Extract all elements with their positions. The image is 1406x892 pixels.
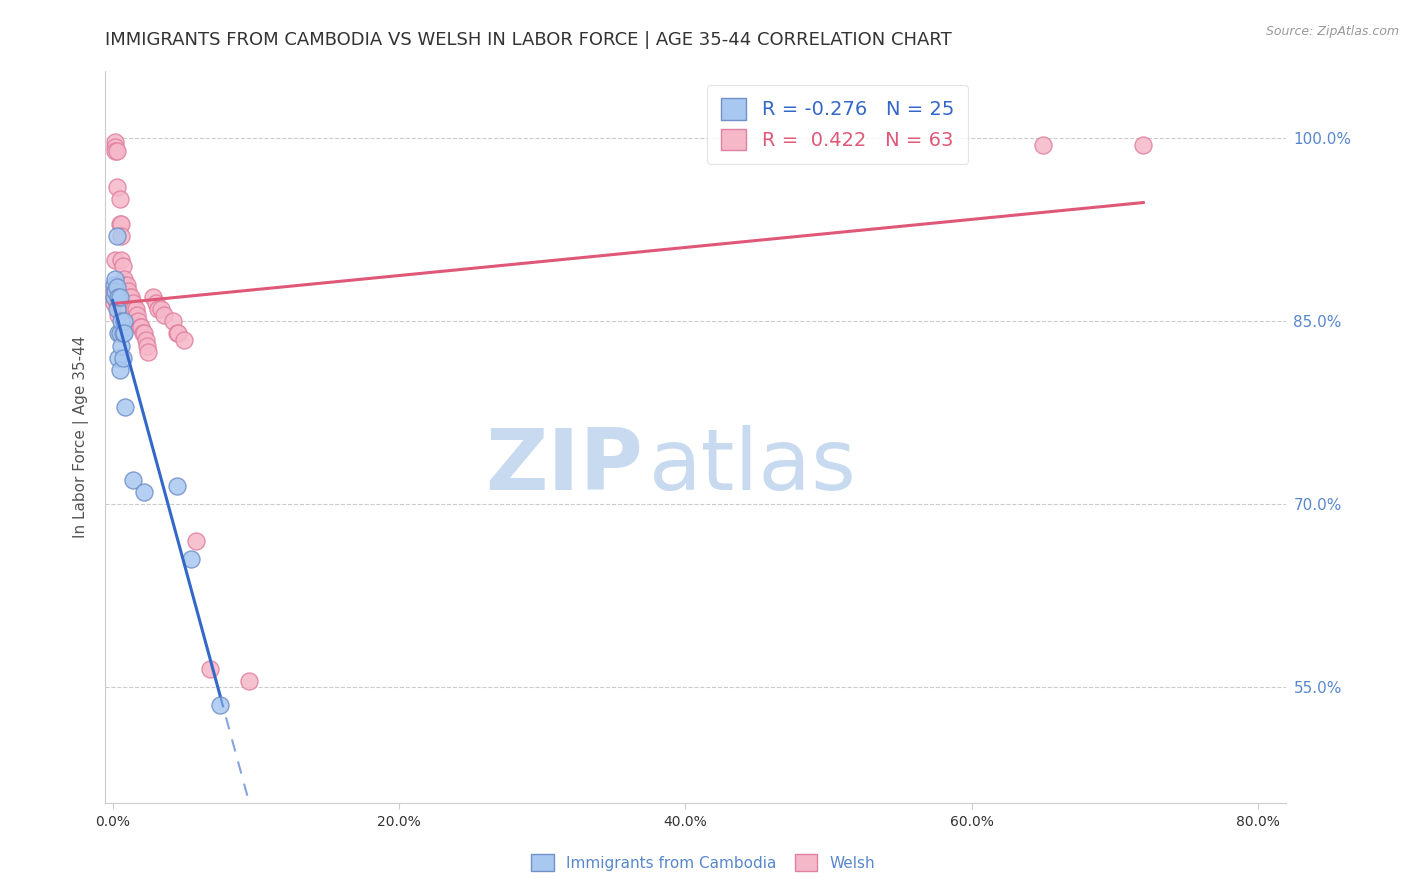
Point	[108, 290, 131, 304]
Point	[153, 308, 176, 322]
Point	[184, 533, 207, 548]
Point	[104, 140, 127, 154]
Point	[122, 301, 145, 317]
Point	[107, 308, 129, 322]
Point	[125, 308, 148, 322]
Point	[167, 326, 190, 341]
Point	[103, 296, 125, 310]
Point	[108, 301, 131, 317]
Point	[110, 228, 132, 243]
Point	[208, 698, 231, 713]
Point	[110, 217, 132, 231]
Point	[108, 363, 131, 377]
Point	[111, 296, 134, 310]
Point	[142, 290, 165, 304]
Point	[121, 296, 143, 310]
Point	[107, 326, 129, 341]
Point	[124, 301, 146, 317]
Point	[162, 314, 184, 328]
Point	[111, 326, 134, 341]
Point	[131, 326, 153, 341]
Point	[104, 135, 127, 149]
Point	[104, 284, 127, 298]
Point	[148, 301, 170, 317]
Point	[105, 284, 128, 298]
Y-axis label: In Labor Force | Age 35-44: In Labor Force | Age 35-44	[73, 336, 90, 538]
Point	[120, 290, 142, 304]
Point	[112, 314, 135, 328]
Point	[114, 400, 136, 414]
Text: Source: ZipAtlas.com: Source: ZipAtlas.com	[1265, 25, 1399, 38]
Point	[105, 144, 128, 158]
Point	[1132, 137, 1154, 152]
Point	[107, 290, 129, 304]
Point	[103, 290, 125, 304]
Point	[105, 296, 128, 310]
Point	[103, 290, 125, 304]
Point	[115, 277, 138, 292]
Point	[1032, 137, 1054, 152]
Point	[138, 344, 160, 359]
Point	[107, 284, 129, 298]
Point	[107, 277, 129, 292]
Point	[104, 271, 127, 285]
Point	[166, 479, 188, 493]
Point	[115, 301, 138, 317]
Point	[145, 296, 167, 310]
Point	[110, 314, 132, 328]
Point	[117, 301, 139, 317]
Point	[105, 180, 128, 194]
Point	[110, 284, 132, 298]
Point	[103, 277, 125, 292]
Point	[105, 280, 128, 294]
Point	[105, 301, 128, 317]
Text: ZIP: ZIP	[485, 425, 643, 508]
Point	[107, 290, 129, 304]
Point	[132, 485, 155, 500]
Legend: R = -0.276   N = 25, R =  0.422   N = 63: R = -0.276 N = 25, R = 0.422 N = 63	[707, 85, 967, 164]
Point	[108, 217, 131, 231]
Legend: Immigrants from Cambodia, Welsh: Immigrants from Cambodia, Welsh	[524, 848, 882, 877]
Point	[111, 277, 134, 292]
Point	[118, 290, 141, 304]
Point	[173, 333, 195, 347]
Point	[111, 351, 134, 365]
Point	[112, 326, 135, 341]
Point	[104, 144, 127, 158]
Point	[238, 673, 260, 688]
Point	[112, 301, 135, 317]
Point	[136, 339, 159, 353]
Point	[108, 284, 131, 298]
Text: atlas: atlas	[648, 425, 856, 508]
Text: IMMIGRANTS FROM CAMBODIA VS WELSH IN LABOR FORCE | AGE 35-44 CORRELATION CHART: IMMIGRANTS FROM CAMBODIA VS WELSH IN LAB…	[105, 31, 952, 49]
Point	[112, 284, 135, 298]
Point	[104, 284, 127, 298]
Point	[108, 193, 131, 207]
Point	[166, 326, 188, 341]
Point	[129, 320, 152, 334]
Point	[105, 228, 128, 243]
Point	[110, 253, 132, 268]
Point	[150, 301, 173, 317]
Point	[111, 260, 134, 274]
Point	[110, 339, 132, 353]
Point	[132, 326, 155, 341]
Point	[121, 473, 143, 487]
Point	[117, 284, 139, 298]
Point	[180, 552, 202, 566]
Point	[127, 314, 149, 328]
Point	[114, 277, 136, 292]
Point	[112, 271, 135, 285]
Point	[107, 351, 129, 365]
Point	[108, 326, 131, 341]
Point	[103, 284, 125, 298]
Point	[104, 253, 127, 268]
Point	[128, 320, 150, 334]
Point	[198, 662, 221, 676]
Point	[135, 333, 157, 347]
